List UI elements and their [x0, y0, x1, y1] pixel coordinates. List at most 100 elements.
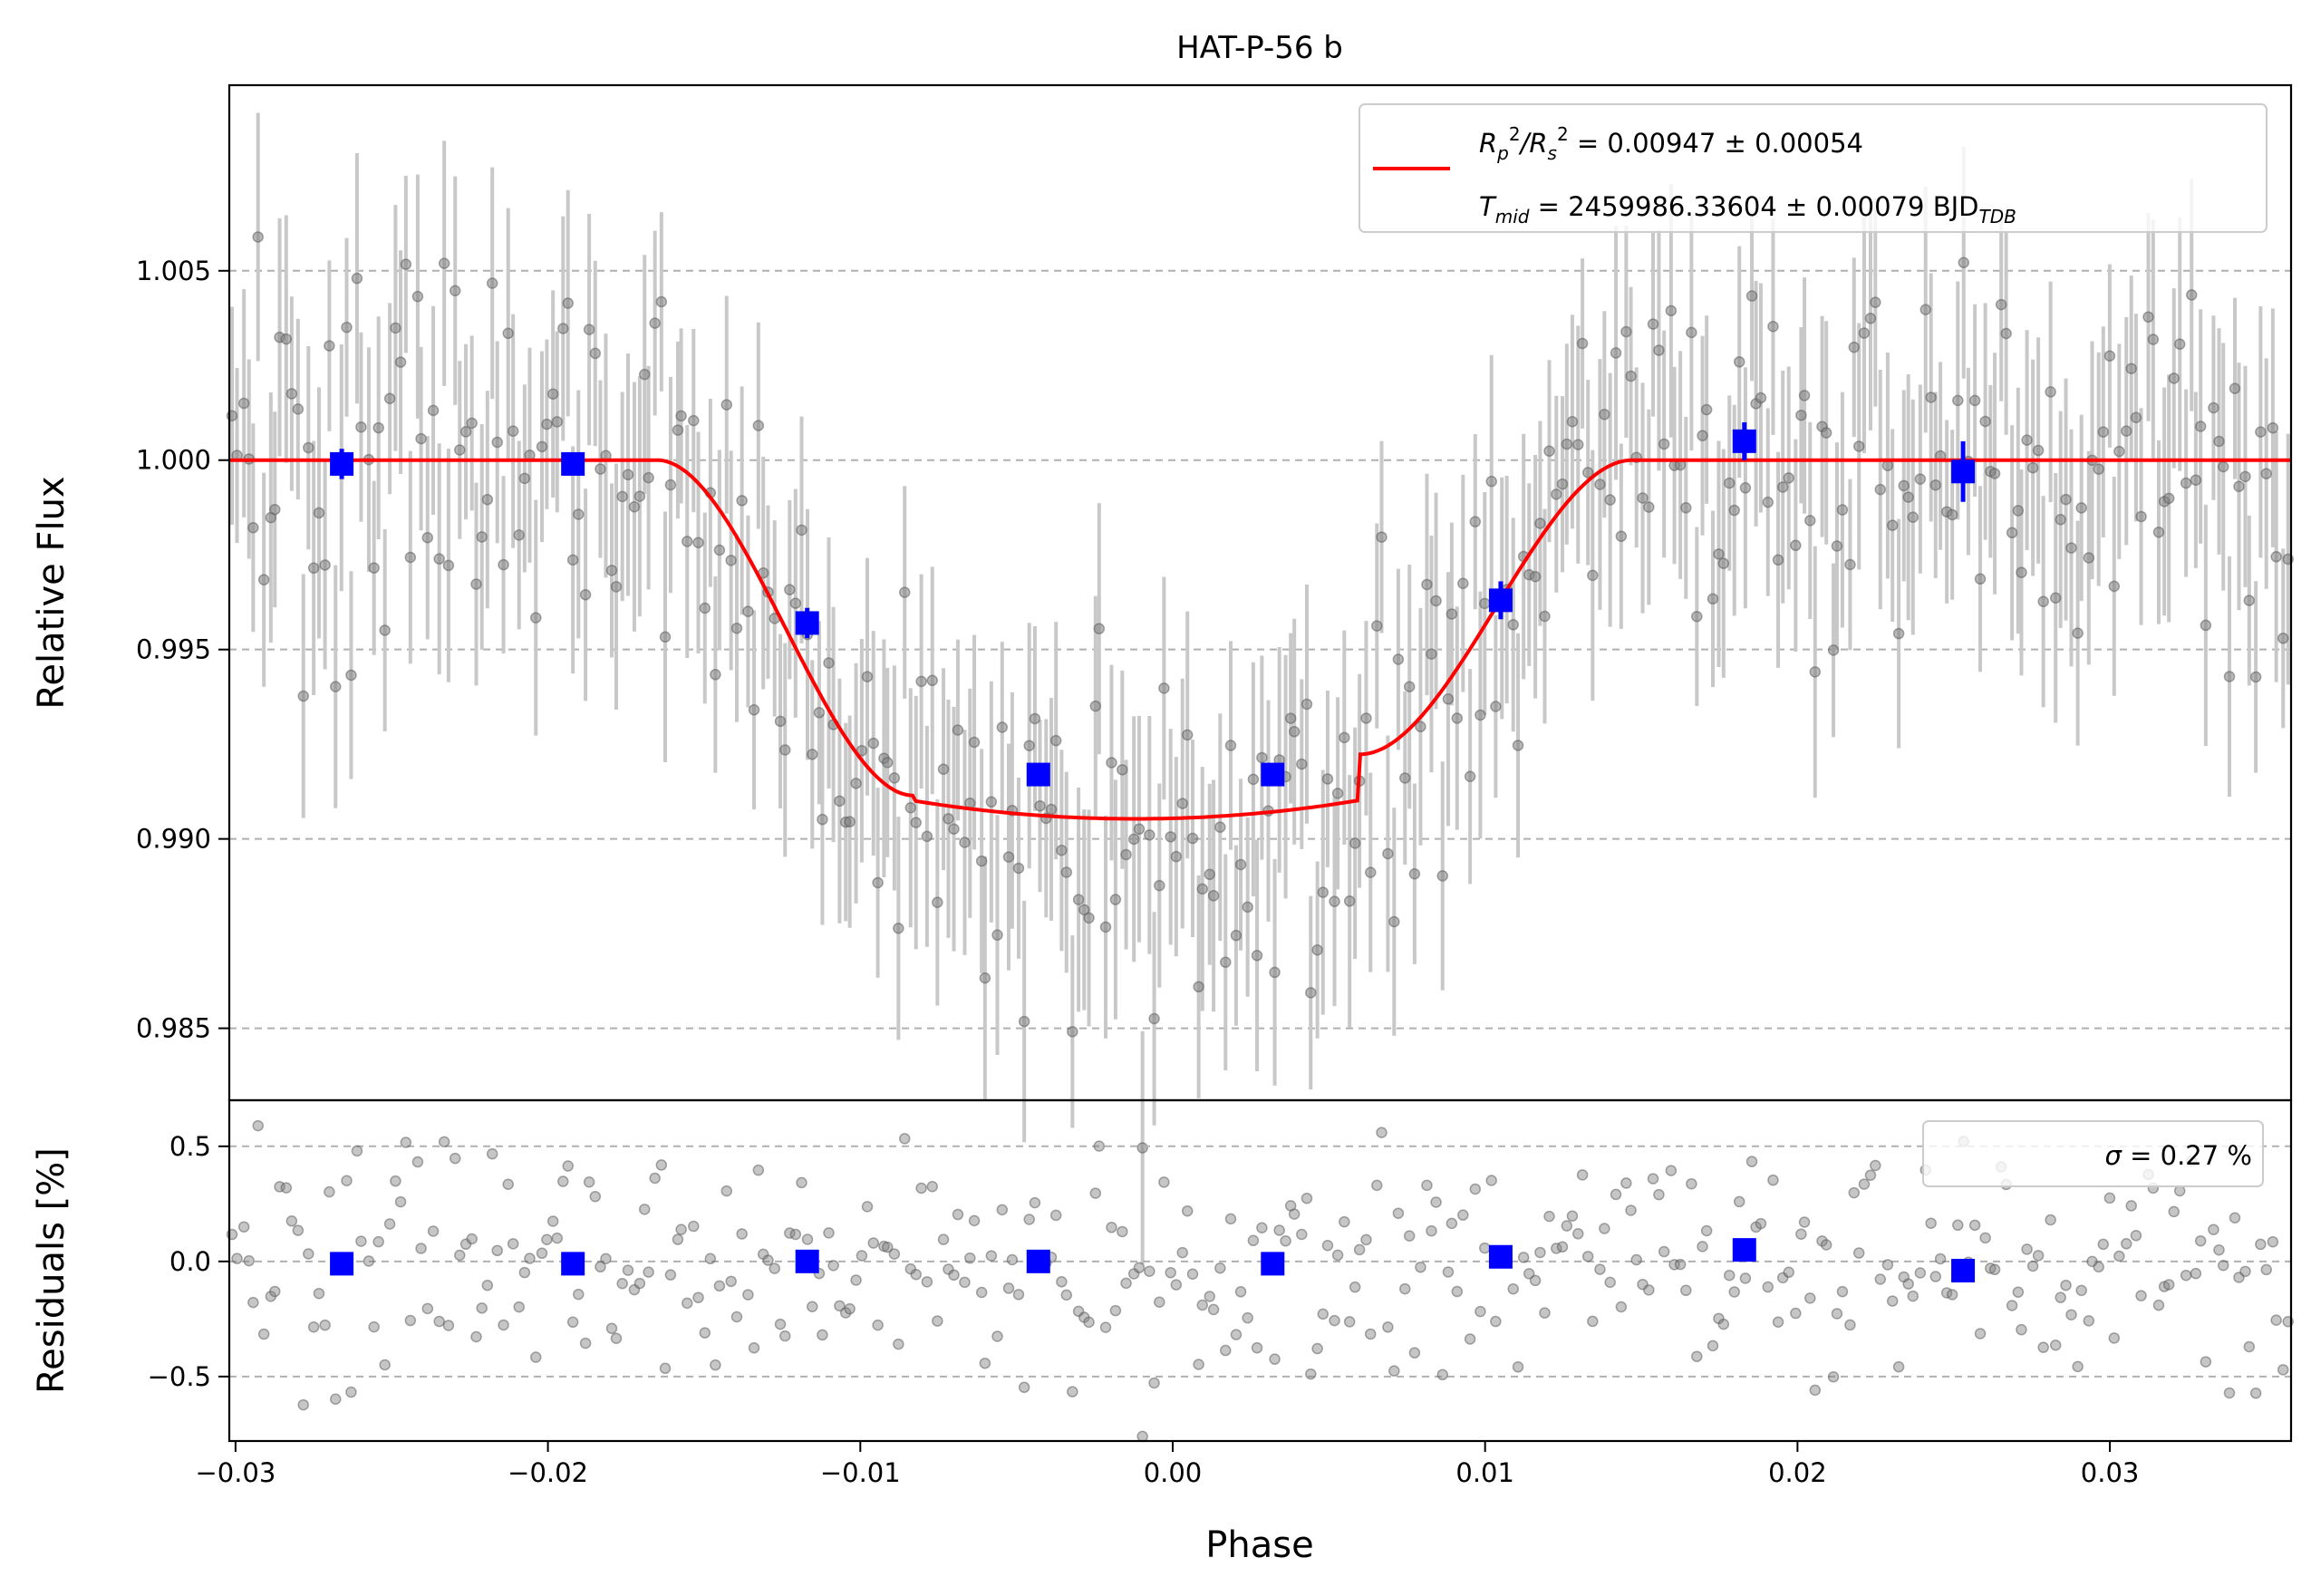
main-data-point: [536, 440, 548, 453]
residual-data-point: [1630, 1253, 1642, 1266]
residual-data-point: [1733, 1195, 1745, 1208]
residual-data-point: [2065, 1309, 2077, 1320]
residual-data-point: [2260, 1263, 2272, 1276]
residual-data-point: [1158, 1176, 1170, 1188]
residual-data-point: [530, 1351, 542, 1363]
main-data-point: [1072, 894, 1085, 905]
residual-data-point: [1485, 1175, 1497, 1186]
residual-data-point: [1952, 1219, 1964, 1232]
residual-data-point: [2113, 1250, 2125, 1262]
binned-point: [1026, 762, 1050, 787]
main-data-point: [1739, 482, 1752, 494]
residual-data-point: [921, 1276, 933, 1288]
main-data-point: [736, 495, 748, 507]
residual-data-point: [324, 1185, 335, 1198]
binned-point: [561, 451, 585, 476]
main-data-point: [1049, 734, 1062, 747]
residual-data-point: [1117, 1225, 1128, 1238]
residual-data-point: [2208, 1224, 2219, 1235]
residual-data-point: [1599, 1223, 1610, 1234]
residual-data-point: [2083, 1315, 2095, 1327]
main-data-point: [2075, 502, 2087, 514]
residual-data-point: [2229, 1212, 2241, 1224]
residual-data-point: [1446, 1217, 1458, 1230]
main-data-point: [2152, 526, 2165, 538]
residual-data-point: [1144, 1265, 1156, 1277]
main-data-point: [807, 749, 818, 760]
residual-data-point: [1653, 1188, 1665, 1201]
residual-data-point: [898, 1133, 911, 1145]
main-data-point: [1919, 304, 1932, 315]
residual-data-point: [932, 1315, 943, 1327]
residual-data-point: [1587, 1315, 1599, 1328]
residual-data-point: [329, 1393, 342, 1405]
main-data-point: [1968, 394, 1981, 407]
main-data-point: [688, 414, 700, 427]
residual-data-point: [1762, 1281, 1774, 1293]
main-data-point: [2239, 470, 2251, 483]
main-data-point: [313, 507, 325, 519]
main-data-point: [351, 272, 363, 285]
residual-data-point: [1176, 1246, 1189, 1259]
main-data-point: [881, 757, 894, 769]
main-data-point: [1724, 477, 1736, 489]
main-data-point: [459, 426, 472, 438]
residual-data-point: [1311, 1342, 1323, 1355]
main-data-point: [1339, 731, 1350, 744]
main-data-point: [507, 425, 519, 437]
residual-data-point: [1421, 1179, 1433, 1192]
residual-data-point: [2037, 1341, 2049, 1353]
residual-data-point: [1060, 1289, 1073, 1301]
residual-data-point: [1181, 1204, 1194, 1217]
residual-data-point: [1864, 1169, 1877, 1181]
main-data-point: [2213, 435, 2225, 448]
residual-data-point: [1154, 1296, 1165, 1308]
residual-data-point: [796, 1176, 807, 1189]
main-data-point: [368, 562, 380, 574]
main-data-point: [400, 258, 412, 270]
residual-data-point: [1371, 1179, 1383, 1192]
residual-data-point: [1382, 1321, 1394, 1333]
residual-data-point: [1408, 1347, 1421, 1359]
main-data-point: [996, 721, 1009, 733]
residual-data-point: [1256, 1222, 1268, 1234]
residual-data-point: [1604, 1276, 1616, 1289]
main-data-point: [498, 558, 509, 571]
main-data-point: [616, 490, 628, 503]
main-data-point: [2006, 527, 2018, 539]
residual-data-point: [518, 1266, 531, 1279]
residual-data-point: [1566, 1210, 1579, 1222]
main-data-point: [394, 356, 407, 368]
residual-data-point: [2223, 1387, 2236, 1399]
residual-data-point: [1165, 1266, 1176, 1279]
residual-data-point: [1415, 1261, 1426, 1273]
main-data-point: [1576, 337, 1589, 350]
residual-data-point: [2045, 1214, 2056, 1226]
main-data-point: [1507, 619, 1519, 631]
main-data-point: [1844, 558, 1856, 571]
residual-data-point: [1251, 1341, 1263, 1354]
residual-data-point: [1783, 1266, 1794, 1279]
main-data-point: [692, 537, 704, 548]
main-data-point: [959, 837, 971, 848]
main-data-point: [1572, 439, 1584, 450]
main-data-point: [915, 675, 927, 688]
residual-data-point: [1728, 1286, 1740, 1298]
main-data-point: [752, 420, 765, 431]
main-data-point: [1269, 966, 1281, 979]
residual-data-point: [1207, 1303, 1220, 1316]
residual-data-point: [1946, 1289, 1958, 1301]
main-data-point: [583, 324, 595, 335]
main-data-point: [1023, 740, 1035, 751]
main-data-point: [710, 669, 721, 681]
residual-data-point: [1436, 1369, 1448, 1381]
residual-data-point: [1767, 1174, 1779, 1186]
residual-data-point: [985, 1250, 998, 1262]
residual-data-point: [1610, 1188, 1622, 1201]
residual-binned-point: [1261, 1252, 1285, 1276]
residual-data-point: [476, 1302, 488, 1314]
main-data-point: [638, 368, 651, 381]
main-data-point: [1858, 327, 1871, 339]
main-data-point: [1809, 666, 1822, 678]
residual-data-point: [1968, 1219, 1981, 1232]
